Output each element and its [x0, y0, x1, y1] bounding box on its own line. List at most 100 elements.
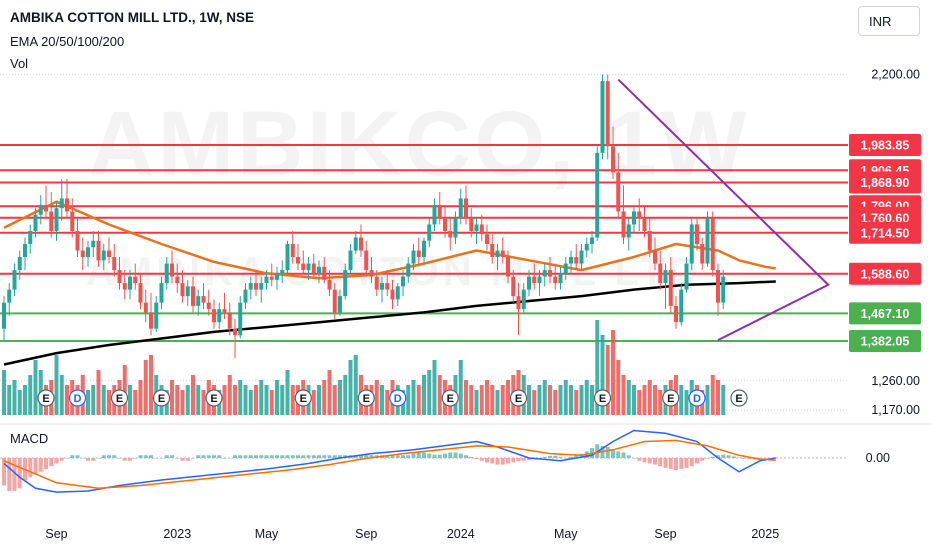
- macd-histogram-bar: [101, 455, 106, 458]
- macd-histogram-bar: [516, 458, 521, 462]
- candle-body: [112, 257, 117, 271]
- macd-histogram-bar: [684, 458, 689, 468]
- volume-bar: [343, 375, 348, 415]
- macd-histogram-bar: [80, 458, 85, 459]
- level-price-tag: [849, 262, 921, 285]
- macd-histogram-bar: [17, 458, 22, 489]
- volume-bar: [537, 385, 542, 415]
- time-tick-label: 2025: [751, 527, 779, 541]
- candle-body: [338, 296, 342, 313]
- candle-body: [327, 279, 332, 290]
- candle-body: [128, 276, 132, 290]
- candle-body: [170, 263, 174, 277]
- candle-body: [658, 263, 663, 284]
- macd-legend[interactable]: MACD: [10, 431, 49, 446]
- volume-bar: [54, 355, 59, 415]
- candle-body: [222, 309, 227, 313]
- macd-histogram-bar: [296, 455, 300, 458]
- volume-bar: [548, 385, 552, 415]
- ema-legend[interactable]: EMA 20/50/100/200: [10, 34, 125, 49]
- macd-histogram-bar: [138, 455, 143, 458]
- macd-histogram-bar: [7, 458, 12, 491]
- macd-histogram-bar: [674, 458, 678, 471]
- candle-body: [422, 240, 426, 258]
- candle-body: [695, 224, 699, 245]
- macd-histogram-bar: [563, 458, 568, 459]
- macd-histogram-bar: [548, 455, 552, 458]
- macd-histogram-bar: [453, 452, 458, 458]
- triangle-pattern: [617, 78, 830, 341]
- macd-histogram-bar: [642, 458, 647, 463]
- volume-bar: [322, 380, 327, 415]
- macd-histogram-bar: [248, 455, 253, 458]
- event-marker-label: D: [394, 393, 402, 405]
- volume-bar: [264, 385, 269, 415]
- macd-histogram-bar: [490, 458, 495, 464]
- candle-body: [689, 224, 694, 264]
- macd-histogram-bar: [112, 455, 117, 458]
- macd-histogram-bar: [91, 458, 96, 461]
- event-marker-label: E: [363, 393, 370, 405]
- candle-body: [464, 198, 468, 218]
- candle-body: [584, 244, 589, 251]
- macd-histogram-bar: [128, 458, 132, 461]
- candle-body: [296, 257, 300, 264]
- macd-histogram-bar: [689, 458, 694, 467]
- macd-histogram-bar: [474, 458, 479, 460]
- candle-body: [12, 270, 17, 290]
- candle-body: [70, 211, 75, 231]
- macd-histogram-bar: [527, 458, 531, 461]
- candle-body: [674, 305, 678, 323]
- macd-histogram-bar: [668, 458, 673, 469]
- volume-bar: [637, 390, 642, 415]
- candle-body: [684, 263, 689, 290]
- candle-body: [700, 244, 705, 264]
- candle-body: [611, 146, 615, 173]
- candle-body: [206, 302, 211, 310]
- macd-histogram-bar: [96, 458, 101, 459]
- currency-button[interactable]: INR: [858, 6, 920, 36]
- macd-histogram-bar: [212, 455, 216, 458]
- macd-histogram-bar: [721, 454, 726, 458]
- volume-bar: [348, 360, 353, 415]
- candle-body: [569, 257, 573, 264]
- volume-bar: [437, 375, 442, 415]
- macd-histogram-bar: [154, 458, 159, 459]
- macd-histogram-bar: [222, 458, 227, 459]
- macd-histogram-bar: [359, 455, 363, 458]
- volume-bar: [479, 385, 484, 415]
- event-marker-label: E: [210, 393, 217, 405]
- candle-body: [243, 289, 248, 303]
- candle-body: [301, 263, 306, 271]
- candle-body: [443, 217, 447, 231]
- volume-bar: [28, 375, 33, 415]
- macd-histogram-bar: [196, 455, 201, 458]
- volume-bar: [269, 390, 274, 415]
- macd-histogram-bar: [506, 458, 510, 464]
- macd-histogram-bar: [180, 458, 185, 461]
- candle-body: [369, 270, 374, 277]
- level-price-label: 1,760.60: [861, 211, 910, 225]
- candle-body: [143, 302, 148, 313]
- volume-bar: [180, 390, 185, 415]
- time-tick-label: 2023: [163, 527, 191, 541]
- macd-histogram-bar: [28, 458, 33, 478]
- candle-body: [191, 286, 195, 306]
- macd-histogram-bar: [122, 458, 127, 461]
- volume-bar: [353, 355, 358, 415]
- volume-bar: [416, 385, 421, 415]
- volume-bar: [432, 360, 437, 415]
- candle-body: [532, 276, 537, 284]
- volume-bar: [647, 380, 652, 415]
- volume-bar: [506, 380, 510, 415]
- macd-histogram-bar: [107, 455, 111, 458]
- candle-body: [511, 276, 516, 297]
- macd-histogram-bar: [479, 458, 484, 461]
- candle-body: [390, 289, 395, 300]
- macd-histogram-bar: [458, 453, 463, 458]
- macd-histogram-bar: [206, 455, 211, 458]
- candle-body: [2, 302, 6, 329]
- volume-legend[interactable]: Vol: [10, 56, 29, 71]
- candle-body: [65, 198, 69, 212]
